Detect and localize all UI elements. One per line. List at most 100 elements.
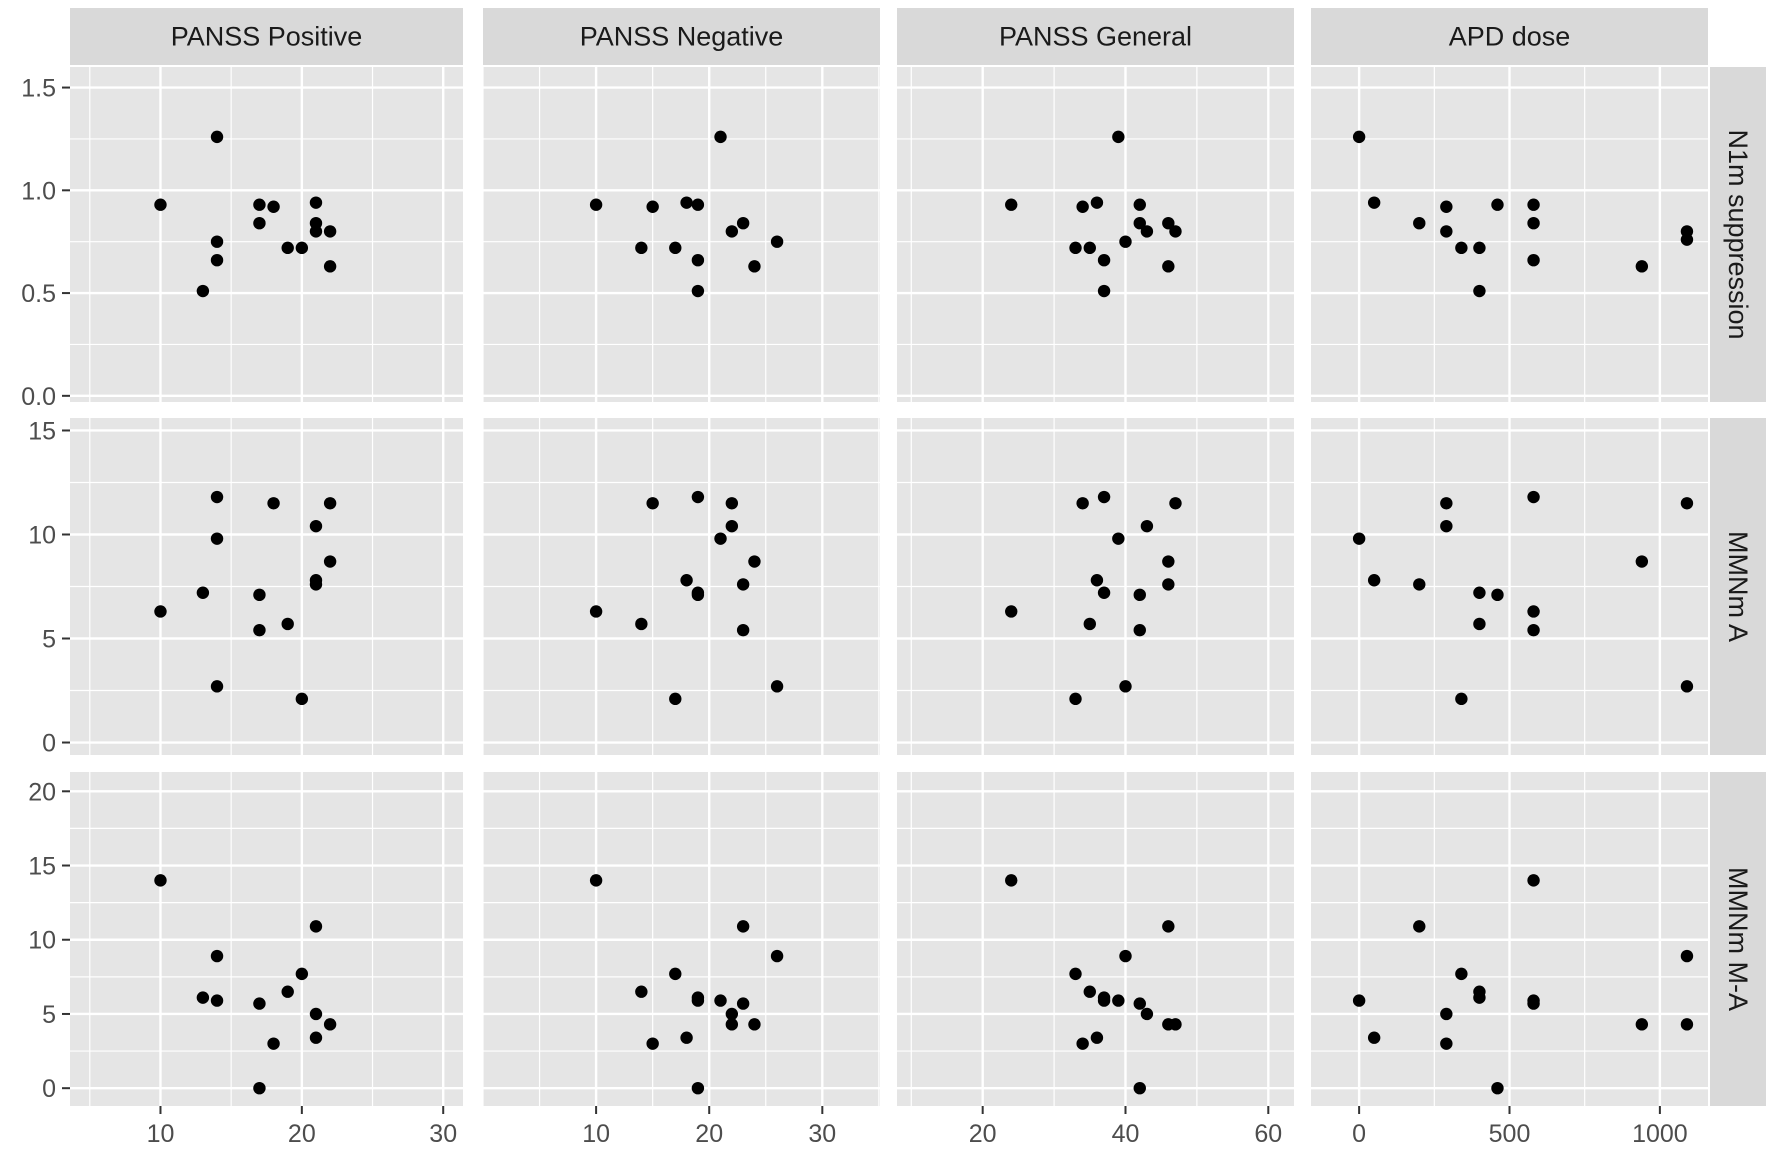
- data-point: [1140, 1007, 1154, 1021]
- data-point: [1367, 1031, 1381, 1044]
- x-tick-label: 60: [1254, 1120, 1282, 1148]
- data-point: [281, 985, 294, 998]
- data-point: [1090, 1031, 1104, 1044]
- data-point: [1112, 130, 1125, 144]
- data-point: [210, 490, 224, 504]
- data-point: [1440, 200, 1453, 213]
- data-point: [1162, 216, 1175, 230]
- data-point: [1680, 497, 1694, 510]
- data-point: [1005, 198, 1018, 211]
- column-strip: [1311, 8, 1708, 65]
- data-point: [309, 1007, 323, 1021]
- data-point: [1440, 1007, 1453, 1021]
- data-point: [1473, 284, 1486, 298]
- column-strip: [897, 8, 1294, 65]
- data-point: [635, 241, 648, 255]
- data-point: [323, 225, 337, 238]
- data-point: [1367, 574, 1381, 587]
- data-point: [196, 586, 210, 599]
- data-point: [1140, 519, 1154, 533]
- data-point: [1097, 490, 1111, 504]
- data-point: [736, 216, 750, 230]
- data-point: [154, 605, 167, 618]
- data-point: [725, 497, 739, 510]
- x-tick-label: 10: [582, 1120, 610, 1148]
- data-point: [736, 623, 750, 637]
- y-tick-label: 1.0: [21, 177, 56, 205]
- data-point: [1133, 198, 1146, 211]
- row-strip: [1710, 772, 1766, 1106]
- data-point: [691, 284, 705, 298]
- data-point: [210, 235, 224, 248]
- column-strip-label: APD dose: [1449, 22, 1571, 52]
- data-point: [646, 497, 659, 510]
- data-point: [725, 225, 739, 238]
- data-point: [253, 623, 266, 637]
- panel-background: [897, 67, 1294, 402]
- data-point: [1005, 605, 1018, 618]
- data-point: [589, 198, 603, 211]
- data-point: [1112, 994, 1125, 1007]
- data-point: [770, 949, 784, 963]
- data-point: [1162, 260, 1175, 273]
- data-point: [680, 574, 693, 587]
- data-point: [669, 692, 682, 706]
- data-point: [1133, 1081, 1146, 1095]
- data-point: [680, 1031, 693, 1044]
- data-point: [309, 578, 323, 591]
- data-point: [691, 253, 705, 267]
- data-point: [253, 588, 266, 602]
- data-point: [725, 1018, 739, 1031]
- data-point: [1090, 574, 1104, 587]
- data-point: [1119, 949, 1132, 963]
- row-strip-label: N1m suppression: [1723, 129, 1753, 339]
- y-tick-label: 10: [28, 521, 56, 549]
- data-point: [210, 680, 224, 693]
- data-point: [1140, 225, 1154, 238]
- row-strip-label: MMNm M-A: [1723, 867, 1753, 1011]
- data-point: [770, 235, 784, 248]
- data-point: [1119, 680, 1132, 693]
- data-point: [1097, 994, 1111, 1007]
- data-point: [1527, 874, 1540, 887]
- data-point: [323, 555, 337, 568]
- data-point: [267, 1037, 280, 1050]
- data-point: [714, 130, 727, 144]
- data-point: [1413, 578, 1426, 591]
- data-point: [725, 1007, 739, 1021]
- data-point: [1440, 1037, 1453, 1050]
- data-point: [1352, 532, 1366, 545]
- data-point: [1069, 241, 1082, 255]
- data-point: [736, 578, 750, 591]
- data-point: [1635, 260, 1649, 273]
- data-point: [1005, 874, 1018, 887]
- data-point: [1473, 586, 1486, 599]
- data-point: [323, 1018, 337, 1031]
- data-point: [1455, 967, 1468, 981]
- column-strip-label: PANSS Negative: [580, 22, 784, 52]
- x-tick-label: 20: [969, 1120, 997, 1148]
- data-point: [309, 1031, 323, 1044]
- data-point: [635, 617, 648, 631]
- x-tick-label: 40: [1112, 1120, 1140, 1148]
- data-point: [1455, 241, 1468, 255]
- data-point: [748, 1018, 761, 1031]
- x-tick-label: 1000: [1632, 1120, 1688, 1148]
- data-point: [748, 555, 761, 568]
- data-point: [1097, 253, 1111, 267]
- data-point: [253, 216, 266, 230]
- x-tick-label: 30: [429, 1120, 457, 1148]
- y-tick-label: 20: [28, 778, 56, 806]
- y-tick-label: 0: [42, 1075, 56, 1103]
- data-point: [1367, 196, 1381, 209]
- data-point: [1162, 920, 1175, 933]
- data-point: [1352, 994, 1366, 1007]
- data-point: [1076, 1037, 1089, 1050]
- data-point: [309, 519, 323, 533]
- data-point: [691, 588, 705, 602]
- data-point: [295, 692, 309, 706]
- y-tick-label: 0.0: [21, 383, 56, 411]
- data-point: [154, 874, 167, 887]
- data-point: [1635, 555, 1649, 568]
- data-point: [1680, 1018, 1694, 1031]
